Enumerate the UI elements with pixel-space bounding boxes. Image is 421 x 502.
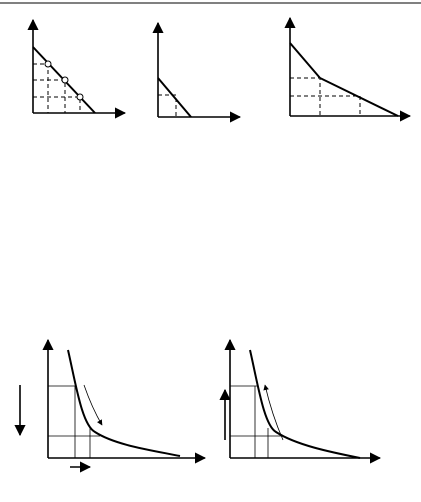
graph-4 — [14, 338, 207, 473]
graph-3 — [284, 16, 412, 122]
graph-5 — [219, 338, 382, 464]
graph-2 — [152, 21, 242, 123]
graph-1 — [27, 18, 127, 119]
